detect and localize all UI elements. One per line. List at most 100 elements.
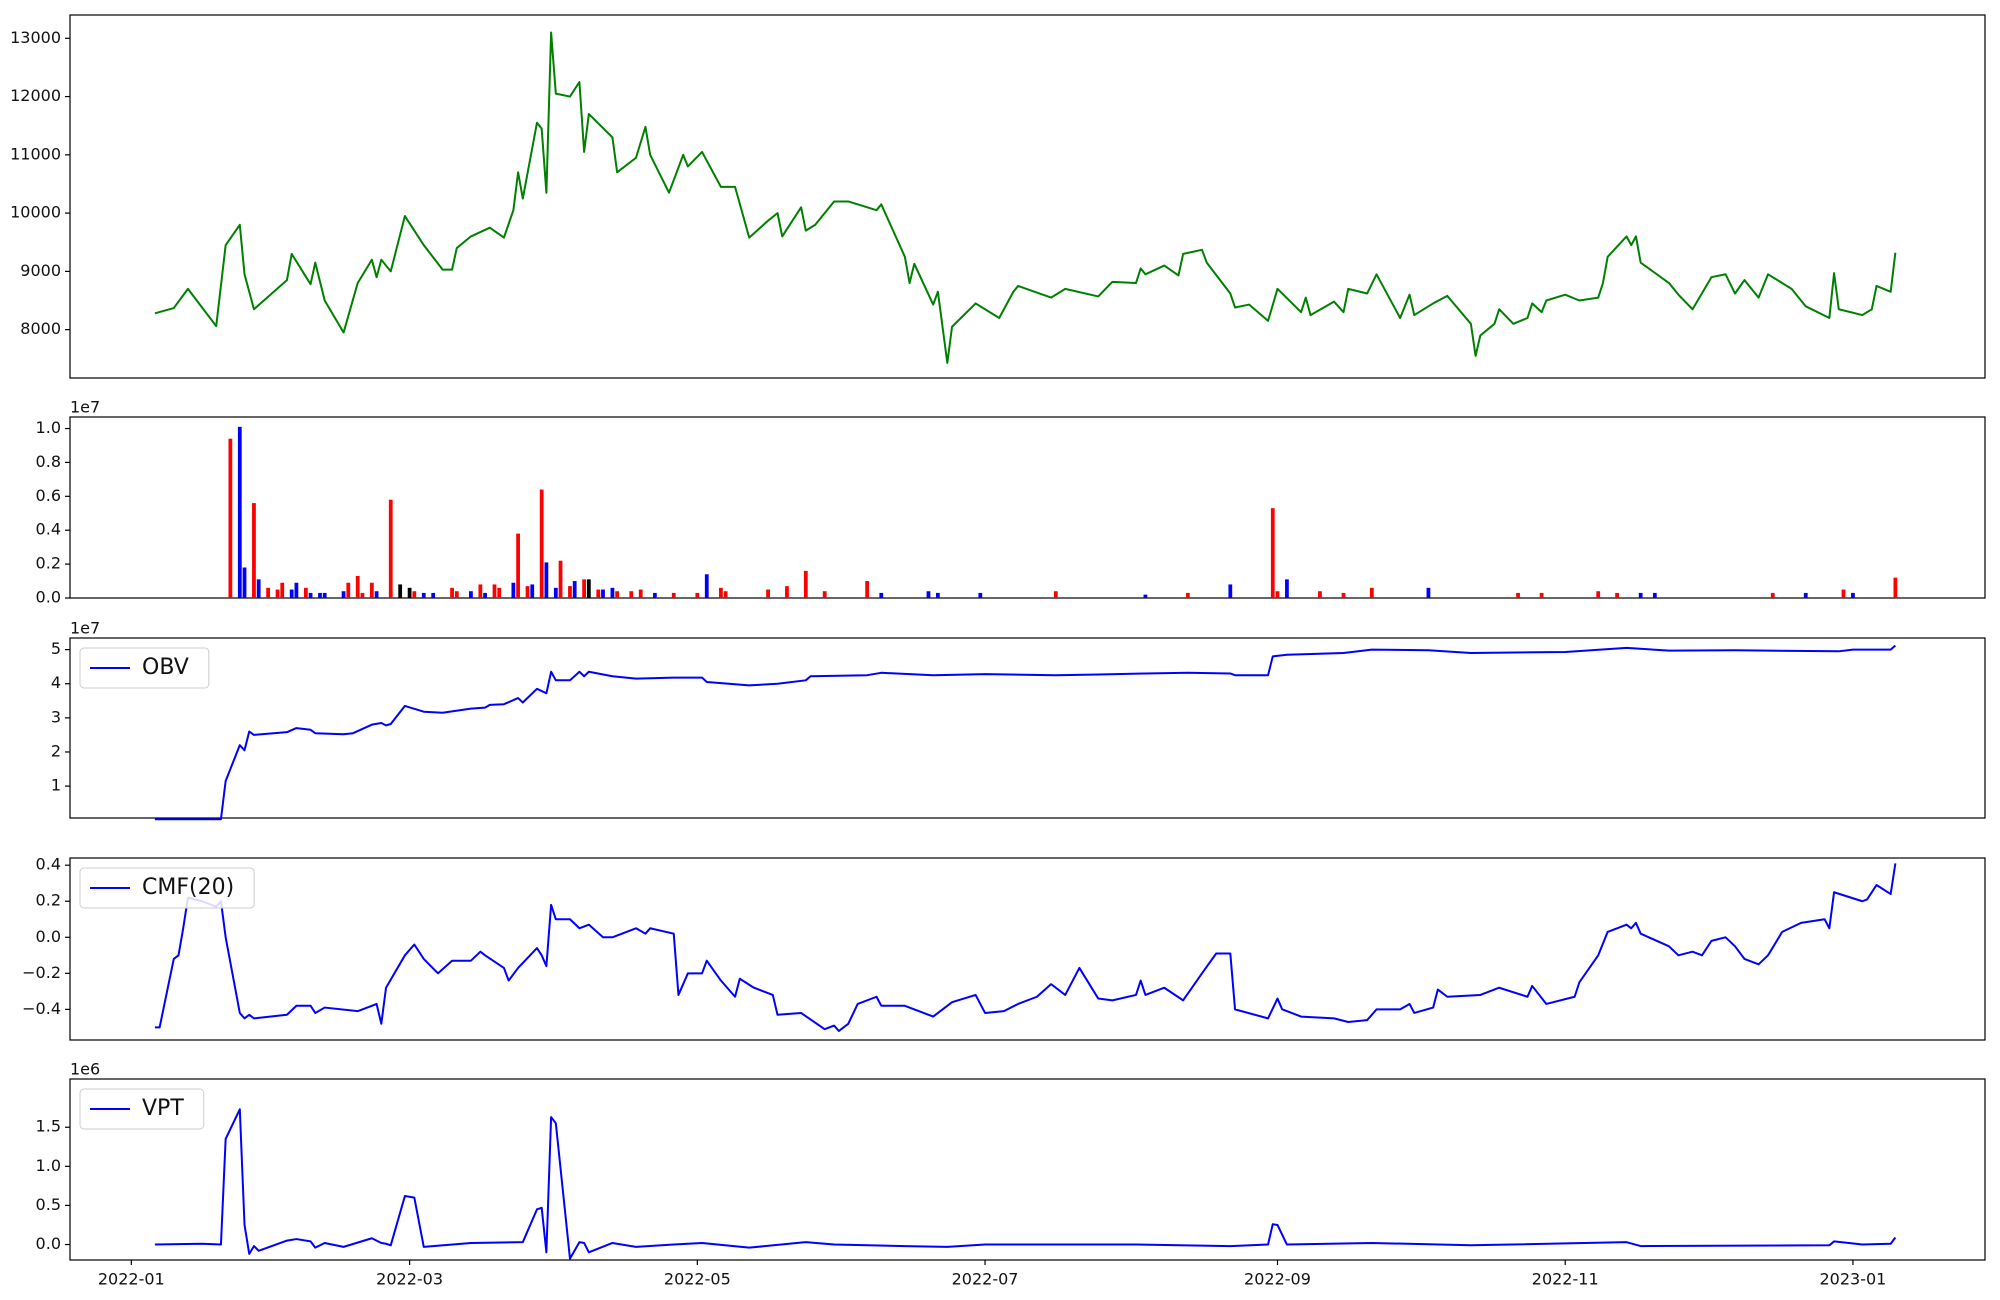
y-tick-label: 0.6 — [36, 486, 61, 505]
volume-bar — [558, 560, 563, 598]
y-tick-label: 1 — [51, 776, 61, 795]
volume-bar — [1053, 591, 1058, 598]
volume-bar — [252, 503, 256, 598]
volume-bar — [596, 589, 601, 598]
volume-bar — [294, 582, 299, 598]
volume-bar — [785, 586, 789, 598]
legend-box — [79, 647, 210, 689]
volume-bar — [1539, 592, 1544, 598]
legend-label: CMF(20) — [142, 875, 234, 900]
panel: −0.4 −0.2 0.0 0.2 0.4 — [22, 855, 1986, 1041]
plot-frame — [69, 14, 1986, 379]
panel: 0.0 0.5 1.0 1.5 2022-01 2022-03 2022-05 2022-07… — [36, 1060, 1986, 1289]
volume-bar — [266, 587, 270, 598]
volume-bar — [671, 592, 676, 598]
legend-label: OBV — [142, 655, 189, 680]
volume-bar — [1615, 592, 1619, 598]
plot-frame — [69, 637, 1986, 819]
volume-bar — [303, 587, 308, 598]
y-tick-label: 4 — [51, 673, 61, 692]
volume-bar — [1341, 592, 1346, 598]
offset-label: 1e7 — [70, 619, 100, 638]
y-tick-label: 1.0 — [36, 1156, 61, 1175]
volume-bar — [398, 584, 403, 598]
legend-box — [79, 867, 255, 909]
volume-bar — [421, 592, 426, 598]
volume-bar — [1270, 508, 1275, 598]
volume-bar — [935, 592, 940, 598]
volume-bar — [374, 591, 379, 598]
y-tick-label: 0.0 — [36, 588, 61, 607]
volume-bar — [1185, 592, 1190, 598]
volume-bar — [1318, 591, 1322, 598]
volume-bar — [1851, 592, 1855, 598]
volume-bar — [530, 584, 535, 598]
x-tick-label: 2022-03 — [376, 1270, 443, 1289]
volume-bar — [322, 592, 327, 598]
volume-bar — [586, 579, 591, 598]
volume-bar — [1275, 591, 1280, 598]
volume-bar — [865, 581, 870, 598]
x-tick-label: 2023-01 — [1820, 1270, 1887, 1289]
volume-bar — [1228, 584, 1233, 598]
volume-bar — [412, 591, 417, 598]
volume-bar — [572, 581, 577, 598]
y-tick-label: 1.0 — [36, 418, 61, 437]
volume-bar — [926, 591, 931, 598]
x-tick-label: 2022-11 — [1532, 1270, 1599, 1289]
volume-bar — [492, 584, 497, 598]
panel: 0.0 0.2 0.4 0.6 0.8 1.0 1e7 — [36, 398, 1986, 607]
y-tick-label: 5 — [51, 639, 61, 658]
legend-box — [79, 1088, 205, 1130]
volume-bar — [1369, 587, 1374, 598]
volume-bar — [346, 582, 351, 598]
volume-bar — [483, 592, 487, 598]
volume-bar — [407, 587, 412, 598]
volume-bar — [450, 587, 454, 598]
volume-bar — [822, 591, 827, 598]
volume-bar — [431, 592, 436, 598]
volume-bar — [1803, 592, 1808, 598]
legend-label: VPT — [142, 1096, 184, 1121]
y-tick-label: 0.5 — [36, 1195, 61, 1214]
offset-label: 1e7 — [70, 398, 100, 417]
volume-bar — [544, 562, 549, 598]
volume-bar — [228, 438, 233, 598]
volume-bar — [582, 579, 587, 598]
y-tick-label: 3 — [51, 707, 61, 726]
volume-bar — [469, 591, 473, 598]
volume-bar — [1770, 592, 1775, 598]
y-tick-label: 9000 — [20, 261, 61, 280]
volume-bar — [1596, 591, 1601, 598]
volume-bar — [256, 579, 261, 598]
y-tick-label: 0.4 — [36, 520, 61, 539]
volume-bar — [1426, 587, 1431, 598]
volume-bar — [723, 591, 728, 598]
series-line — [154, 863, 1897, 1032]
volume-bar — [1143, 594, 1148, 598]
volume-bar — [719, 587, 723, 598]
volume-bar — [638, 589, 643, 598]
volume-bar — [308, 592, 313, 598]
x-tick-label: 2022-01 — [98, 1270, 165, 1289]
volume-bar — [1652, 592, 1657, 598]
volume-bar — [280, 582, 285, 598]
volume-bar — [369, 582, 374, 598]
x-tick-label: 2022-05 — [664, 1270, 731, 1289]
y-tick-label: 0.0 — [36, 1234, 61, 1253]
volume-bar — [1841, 589, 1846, 598]
volume-bar — [879, 592, 884, 598]
volume-bar — [601, 589, 605, 598]
volume-bar — [629, 591, 634, 598]
volume-bar — [237, 426, 242, 598]
volume-bar — [553, 587, 558, 598]
panel: 1 2 3 4 5 1e7 — [51, 619, 1986, 821]
volume-bar — [242, 567, 247, 598]
volume-bar — [704, 574, 709, 598]
volume-bar — [355, 575, 360, 598]
volume-bar — [497, 587, 502, 598]
volume-bar — [539, 489, 544, 598]
legend: CMF(20) — [79, 867, 255, 909]
